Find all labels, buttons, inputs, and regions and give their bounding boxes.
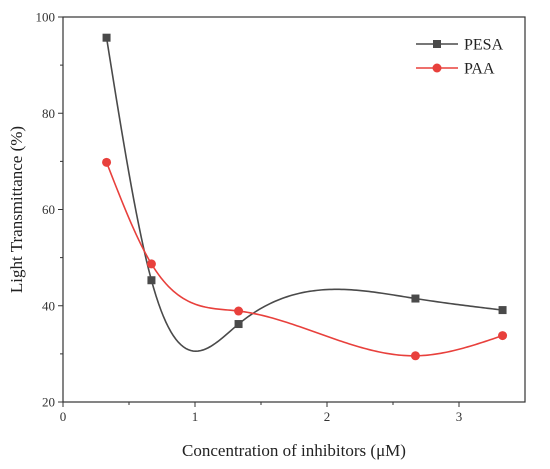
- data-point-paa: [498, 331, 508, 341]
- legend: PESA PAA: [416, 37, 504, 78]
- y-tick-label: 100: [36, 10, 56, 25]
- y-tick-label: 80: [42, 106, 55, 121]
- x-axis-title: Concentration of inhibitors (μM): [182, 441, 406, 460]
- tick-labels: 0 1 2 3 20 40 60 80 100: [36, 10, 463, 425]
- data-point-pesa: [102, 33, 111, 42]
- legend-marker-paa: [432, 63, 442, 73]
- fit-curve-paa: [105, 162, 503, 357]
- data-point-paa: [410, 351, 420, 361]
- fit-curve-pesa: [105, 37, 503, 353]
- legend-label-pesa: PESA: [464, 37, 504, 54]
- y-tick-label: 20: [42, 395, 55, 410]
- x-tick-label: 1: [192, 409, 199, 424]
- data-point-pesa: [147, 276, 156, 285]
- data-point-pesa: [234, 320, 243, 329]
- x-tick-label: 0: [60, 409, 67, 424]
- data-point-paa: [102, 157, 112, 167]
- y-tick-label: 40: [42, 298, 55, 313]
- axes: [58, 16, 526, 407]
- x-tick-label: 3: [456, 409, 463, 424]
- legend-marker-pesa: [433, 40, 441, 48]
- y-tick-label: 60: [42, 202, 55, 217]
- data-point-pesa: [498, 306, 507, 315]
- data-point-paa: [146, 259, 156, 269]
- data-markers: [102, 33, 508, 361]
- x-tick-label: 2: [324, 409, 331, 424]
- data-point-paa: [234, 306, 244, 316]
- data-point-pesa: [411, 294, 420, 303]
- plot-frame: [62, 16, 526, 403]
- fit-curves: [105, 37, 503, 357]
- legend-label-paa: PAA: [464, 61, 495, 78]
- y-axis-title: Light Transmittance (%): [7, 126, 26, 293]
